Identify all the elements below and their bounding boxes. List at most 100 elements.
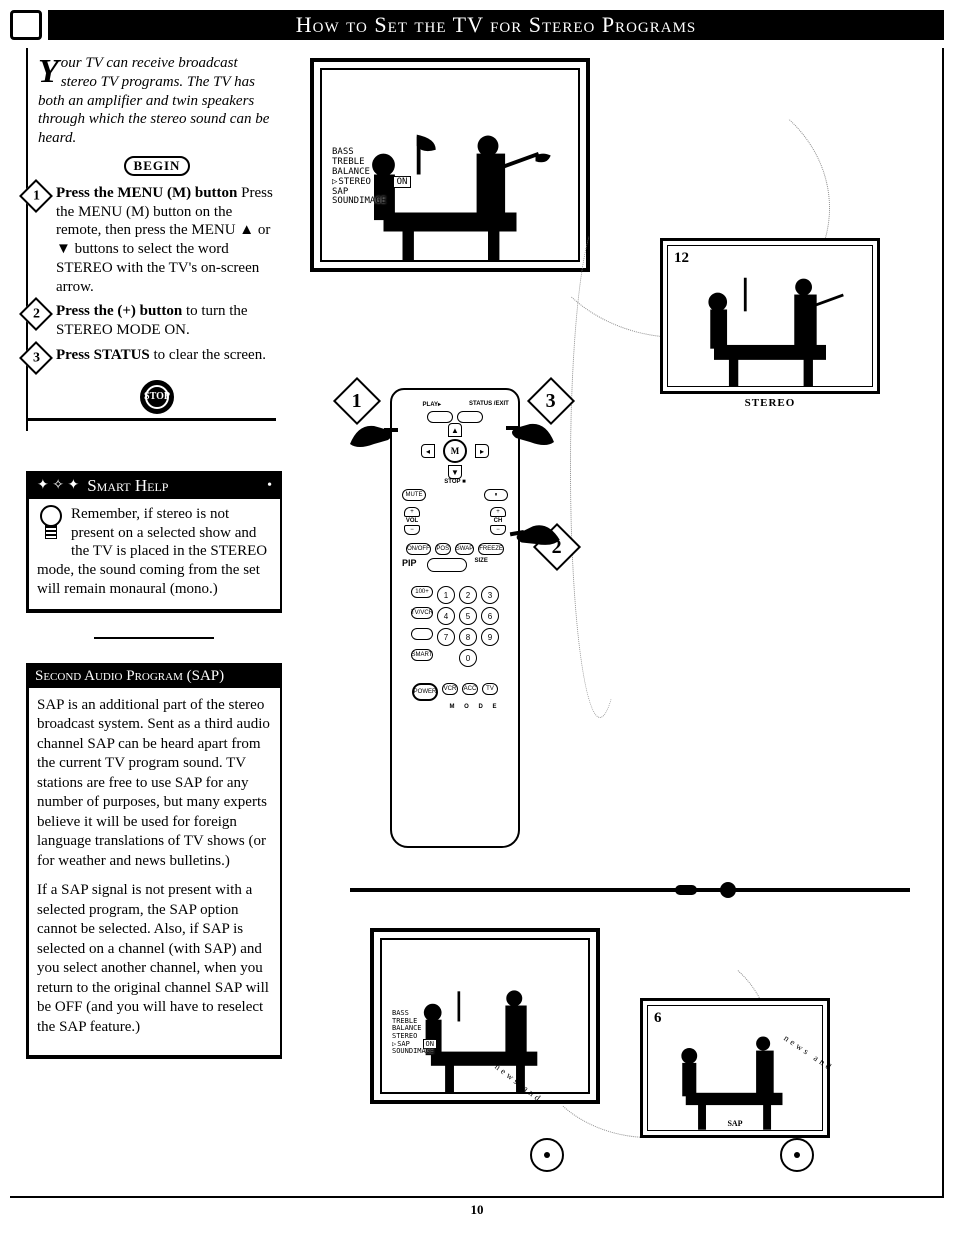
step-1-body: Press the MENU (M) button on the remote,… xyxy=(56,185,273,295)
step-3-body: to clear the screen. xyxy=(154,347,266,363)
step-2-lead: Press the (+) button xyxy=(56,303,182,319)
remote-button-1[interactable]: 1 xyxy=(437,586,455,604)
page-title: How to Set the TV for Stereo Programs xyxy=(48,10,944,40)
step-2-number: 2 xyxy=(33,306,40,324)
smart-help-header: ✦ ✧ ✦ Smart Help • xyxy=(29,473,280,499)
content-frame: Y our TV can receive broadcast stereo TV… xyxy=(10,48,944,1198)
page-number: 10 xyxy=(10,1202,944,1218)
remote-button-0[interactable]: 0 xyxy=(459,649,477,667)
stop-badge: STOP xyxy=(38,380,276,414)
remote-button-status[interactable] xyxy=(457,411,483,423)
remote-dpad: ▲ ◂ M ▸ ▼ xyxy=(423,427,487,475)
remote-button-ch-up[interactable]: + xyxy=(490,507,506,517)
remote-button-sleep[interactable] xyxy=(411,628,433,640)
step-1-text: Press the MENU (M) button Press the MENU… xyxy=(56,184,276,297)
remote-control: PLAY▸ STATUS /EXIT ▲ ◂ M ▸ ▼ STOP ■ xyxy=(390,388,520,848)
illustration-area: BASS TREBLE BALANCE STEREO ON SAP SOUNDI… xyxy=(310,58,910,272)
remote-button-pause[interactable]: ⏸ xyxy=(484,489,508,501)
remote-button-mode-tv[interactable]: TV xyxy=(482,683,498,695)
remote-label-play: PLAY▸ xyxy=(401,401,441,408)
remote-button-vol-up[interactable]: + xyxy=(404,507,420,517)
remote-button-smart[interactable]: SMART xyxy=(411,649,433,661)
osd-line: SOUNDIMAGE xyxy=(392,1048,437,1056)
remote-button-100plus[interactable]: 100+ xyxy=(411,586,433,598)
step-3: 3 Press STATUS to clear the screen. xyxy=(38,346,276,370)
remote-button-8[interactable]: 8 xyxy=(459,628,477,646)
smart-help-title: Smart Help xyxy=(87,476,168,496)
tv-caption: STEREO xyxy=(663,397,877,409)
step-1-marker: 1 xyxy=(24,184,50,208)
remote-button-7[interactable]: 7 xyxy=(437,628,455,646)
tv-stereo-result: 12 xyxy=(660,238,880,394)
tv-sap-result: 6 SAP xyxy=(640,998,830,1138)
begin-badge: BEGIN xyxy=(38,156,276,176)
remote-button-rew[interactable]: ◂ xyxy=(421,444,435,458)
spark-icon-2: • xyxy=(267,478,272,494)
section-divider xyxy=(350,888,910,892)
remote-button-pos[interactable]: POS xyxy=(435,543,451,555)
page-title-text: How to Set the TV for Stereo Programs xyxy=(296,12,697,38)
remote-button-onoff[interactable]: ON/OFF xyxy=(406,543,431,555)
remote-label-size: SIZE xyxy=(475,558,488,572)
sap-paragraph-1: SAP is an additional part of the stereo … xyxy=(37,696,272,872)
remote-button-ff[interactable]: ▸ xyxy=(475,444,489,458)
remote-label-status: STATUS /EXIT xyxy=(469,401,509,408)
remote-button-power[interactable]: POWER xyxy=(412,683,438,701)
osd-caption: SAP xyxy=(648,1119,822,1128)
smart-help-text: Remember, if stereo is not present on a … xyxy=(37,506,267,597)
intro-box: Y our TV can receive broadcast stereo TV… xyxy=(26,48,282,431)
remote-button-pip[interactable] xyxy=(427,558,467,572)
sap-header: Second Audio Program (SAP) xyxy=(29,665,280,688)
osd-line: SOUNDIMAGE xyxy=(332,197,411,207)
step-1: 1 Press the MENU (M) button Press the ME… xyxy=(38,184,276,297)
smart-help-box: ✦ ✧ ✦ Smart Help • Remember, if stereo i… xyxy=(26,471,282,613)
title-corner-box xyxy=(10,10,42,40)
satellite-dish-icon xyxy=(530,1138,564,1172)
band-silhouette-icon xyxy=(668,274,872,386)
remote-label-stop: STOP ■ xyxy=(392,479,518,485)
smart-help-body: Remember, if stereo is not present on a … xyxy=(29,499,280,609)
remote-button-mute[interactable]: MUTE xyxy=(402,489,426,501)
remote-label-vol: VOL xyxy=(404,518,420,524)
remote-button-4[interactable]: 4 xyxy=(437,607,455,625)
remote-button-vol-down[interactable]: − xyxy=(404,525,420,535)
remote-button-mode-acc[interactable]: ACC xyxy=(462,683,478,695)
intro-text: Y our TV can receive broadcast stereo TV… xyxy=(38,54,276,148)
step-3-text: Press STATUS to clear the screen. xyxy=(56,346,276,365)
channel-number: 12 xyxy=(674,250,689,267)
remote-button-menu[interactable]: M xyxy=(443,439,467,463)
sap-box: Second Audio Program (SAP) SAP is an add… xyxy=(26,663,282,1060)
intro-rule xyxy=(28,418,276,421)
remote-button-swap[interactable]: SWAP xyxy=(455,543,474,555)
remote-button-5[interactable]: 5 xyxy=(459,607,477,625)
remote-button-play[interactable] xyxy=(427,411,453,423)
remote-button-ch-down[interactable]: − xyxy=(490,525,506,535)
left-column: Y our TV can receive broadcast stereo TV… xyxy=(26,48,282,1059)
remote-button-3[interactable]: 3 xyxy=(481,586,499,604)
osd-menu-stereo: BASS TREBLE BALANCE STEREO ON SAP SOUNDI… xyxy=(332,148,411,207)
step-1-number: 1 xyxy=(33,187,40,205)
pointing-hand-icon xyxy=(506,412,556,448)
remote-label-pip: PIP xyxy=(402,558,417,572)
step-3-number: 3 xyxy=(33,349,40,367)
remote-button-9[interactable]: 9 xyxy=(481,628,499,646)
step-2-text: Press the (+) button to turn the STEREO … xyxy=(56,302,276,340)
remote-button-mode-vcr[interactable]: VCR xyxy=(442,683,458,695)
remote-button-menu-up[interactable]: ▲ xyxy=(448,423,462,437)
intro-body: our TV can receive broadcast stereo TV p… xyxy=(38,55,269,146)
remote-button-2[interactable]: 2 xyxy=(459,586,477,604)
stop-label: STOP xyxy=(144,391,170,402)
step-2: 2 Press the (+) button to turn the STERE… xyxy=(38,302,276,340)
title-bar: How to Set the TV for Stereo Programs xyxy=(10,10,944,40)
osd-menu-sap: BASS TREBLE BALANCE STEREO SAP ON SOUNDI… xyxy=(392,1010,437,1056)
channel-number: 6 xyxy=(654,1010,662,1027)
remote-button-6[interactable]: 6 xyxy=(481,607,499,625)
remote-label-ch: CH xyxy=(490,518,506,524)
step-3-marker: 3 xyxy=(24,346,50,370)
remote-button-tvvcr[interactable]: TV/VCR xyxy=(411,607,433,619)
begin-label: BEGIN xyxy=(124,156,191,176)
remote-button-freeze[interactable]: FREEZE xyxy=(478,543,504,555)
remote-button-menu-down[interactable]: ▼ xyxy=(448,465,462,479)
step-2-marker: 2 xyxy=(24,302,50,326)
stop-icon: STOP xyxy=(140,380,174,414)
